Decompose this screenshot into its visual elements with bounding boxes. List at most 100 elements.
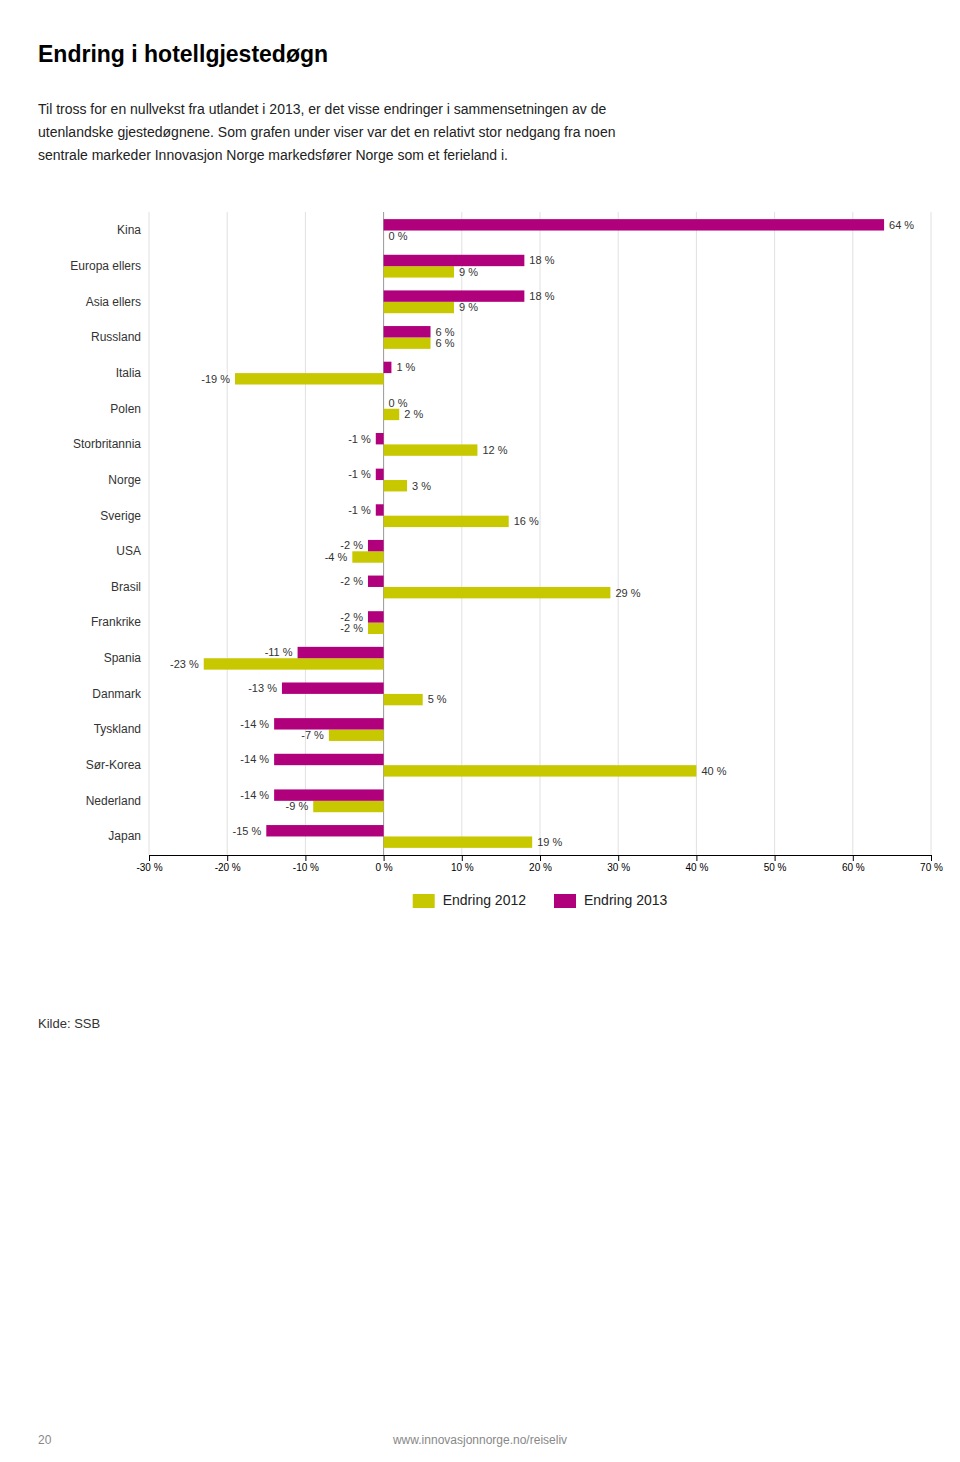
data-label: -11 %: [265, 646, 293, 658]
bar: [384, 444, 478, 455]
data-label: -2 %: [340, 611, 363, 623]
data-label: -2 %: [340, 575, 363, 587]
data-label: 12 %: [482, 444, 507, 456]
data-label: 2 %: [404, 408, 423, 420]
x-tick: -20 %: [215, 855, 241, 873]
grid-line: [774, 212, 775, 855]
x-tick-label: -20 %: [215, 862, 241, 873]
data-label: -1 %: [348, 468, 371, 480]
data-labels: 0 %9 %9 %6 %-19 %2 %12 %3 %16 %-4 %29 %-…: [170, 219, 914, 848]
x-tick: 40 %: [686, 855, 709, 873]
y-axis: KinaEuropa ellersAsia ellersRusslandItal…: [70, 223, 142, 843]
data-label: 5 %: [428, 693, 447, 705]
y-tick: Frankrike: [91, 615, 141, 629]
bar: [384, 587, 611, 598]
y-tick-label: Spania: [104, 651, 142, 665]
legend-label: Endring 2013: [584, 892, 668, 908]
data-label: 18 %: [529, 254, 554, 266]
data-label: 9 %: [459, 266, 478, 278]
bar: [384, 266, 454, 277]
data-label: 6 %: [436, 326, 455, 338]
data-label: 16 %: [514, 515, 539, 527]
bar: [352, 551, 383, 562]
bar: [384, 409, 400, 420]
bar: [282, 682, 384, 693]
x-tick: 60 %: [842, 855, 865, 873]
grid-line: [852, 212, 853, 855]
data-label: -15 %: [233, 825, 262, 837]
y-tick: Sverige: [100, 509, 141, 523]
bar: [384, 219, 884, 230]
y-tick: Nederland: [86, 794, 141, 808]
y-tick: USA: [116, 544, 141, 558]
y-tick-label: Nederland: [86, 794, 141, 808]
subtitle: sentrale markeder Innovasjon Norge marke…: [38, 147, 508, 163]
y-tick: Kina: [117, 223, 141, 237]
y-tick-label: Norge: [108, 473, 141, 487]
x-tick-label: 20 %: [529, 862, 552, 873]
y-tick: Europa ellers: [70, 259, 141, 273]
data-label: -14 %: [240, 753, 269, 765]
data-label: 40 %: [701, 765, 726, 777]
bar: [368, 576, 384, 587]
subtitle: Til tross for en nullvekst fra utlandet …: [38, 101, 607, 117]
data-label: -13 %: [248, 682, 277, 694]
y-tick-label: Sør-Korea: [86, 758, 142, 772]
series: [204, 266, 697, 848]
x-axis: -30 %-20 %-10 %0 %10 %20 %30 %40 %50 %60…: [136, 855, 943, 873]
title: Endring i hotellgjestedøgn: [38, 41, 328, 67]
x-axis-line: [150, 856, 932, 862]
chart: Endring i hotellgjestedøgn Til tross for …: [0, 0, 960, 1462]
y-tick: Tyskland: [94, 722, 141, 736]
data-label: 9 %: [459, 301, 478, 313]
y-tick-label: Italia: [116, 366, 142, 380]
x-tick: -30 %: [136, 855, 162, 873]
y-tick-label: Frankrike: [91, 615, 141, 629]
bar: [384, 362, 392, 373]
data-label: 18 %: [529, 290, 554, 302]
x-tick-label: 0 %: [375, 862, 392, 873]
y-tick-label: Storbritannia: [73, 437, 141, 451]
bar: [376, 433, 384, 444]
data-label: 6 %: [436, 337, 455, 349]
y-tick: Spania: [104, 651, 142, 665]
data-label: -1 %: [348, 504, 371, 516]
legend-swatch: [554, 894, 576, 908]
data-label: -1 %: [348, 433, 371, 445]
y-tick: Polen: [110, 402, 141, 416]
x-tick-mark: [931, 855, 932, 861]
bar: [329, 730, 384, 741]
data-label: 3 %: [412, 480, 431, 492]
x-tick-mark: [540, 855, 541, 861]
bar: [235, 373, 384, 384]
y-tick: Norge: [108, 473, 141, 487]
y-tick-label: Danmark: [92, 687, 142, 701]
y-tick: Sør-Korea: [86, 758, 142, 772]
y-tick-label: Polen: [110, 402, 141, 416]
x-tick: 20 %: [529, 855, 552, 873]
bar: [384, 337, 431, 348]
y-tick-label: Asia ellers: [86, 295, 141, 309]
bar: [384, 836, 533, 847]
grid-line: [618, 212, 619, 855]
y-tick-label: Tyskland: [94, 722, 141, 736]
data-label: 0 %: [389, 230, 408, 242]
y-tick-label: Europa ellers: [70, 259, 141, 273]
x-tick-label: 70 %: [920, 862, 943, 873]
bars: [204, 219, 884, 848]
data-label: 29 %: [615, 587, 640, 599]
y-tick: Danmark: [92, 687, 142, 701]
x-tick-mark: [696, 855, 697, 861]
x-tick-mark: [853, 855, 854, 861]
x-tick-mark: [618, 855, 619, 861]
bar: [384, 516, 509, 527]
data-label: -14 %: [240, 718, 269, 730]
x-tick-label: 10 %: [451, 862, 474, 873]
bar: [376, 504, 384, 515]
y-tick-label: Japan: [108, 829, 141, 843]
y-tick: Japan: [108, 829, 141, 843]
bar: [376, 469, 384, 480]
page-number: 20: [38, 1433, 52, 1447]
x-tick-mark: [775, 855, 776, 861]
x-tick: -10 %: [293, 855, 319, 873]
